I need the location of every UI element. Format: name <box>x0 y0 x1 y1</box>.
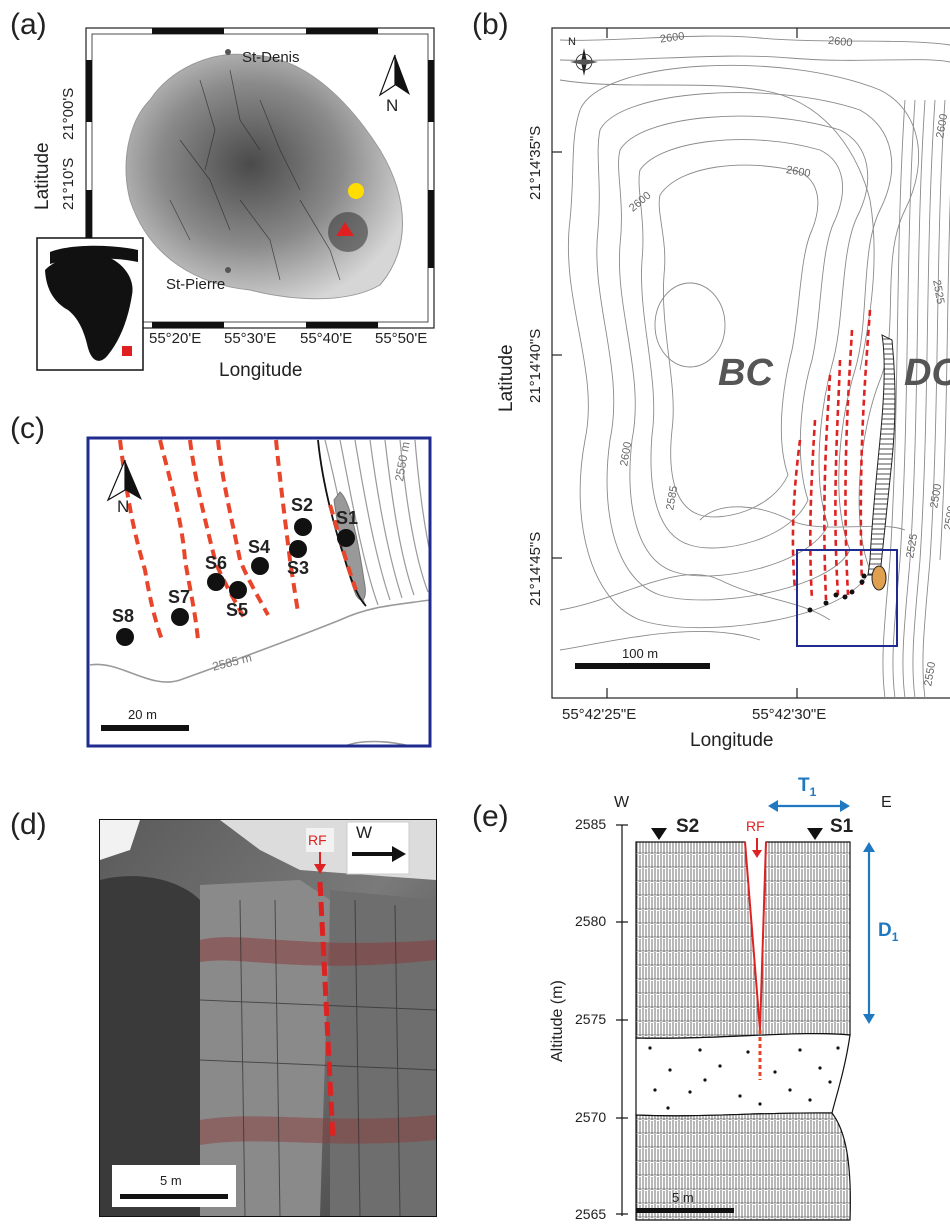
site-s3-label: S3 <box>287 558 310 578</box>
b-xtick-2: 55°42'30"E <box>752 706 827 723</box>
panel-a-label: (a) <box>10 8 47 41</box>
site-s4-marker <box>251 557 269 575</box>
lower-lava-layer <box>635 1112 851 1221</box>
d-rf-arrow-icon <box>314 864 326 874</box>
site-s3-marker <box>289 540 307 558</box>
site-s6-label: S6 <box>205 553 228 573</box>
panel-d-label: (d) <box>10 808 47 841</box>
e-y-axis-title: Altitude (m) <box>549 980 566 1062</box>
e-ytick-1: 2585 <box>575 816 607 832</box>
a-xtick-3: 55°40'E <box>300 330 353 347</box>
site-s2-marker <box>294 518 312 536</box>
e-ytick-5: 2565 <box>575 1206 607 1222</box>
e-west-label: W <box>614 794 630 811</box>
a-xtick-1: 55°20'E <box>149 330 202 347</box>
station-s1-label: S1 <box>830 816 854 837</box>
e-ytick-3: 2575 <box>575 1011 607 1027</box>
upper-lava-layer <box>635 841 851 1039</box>
panel-c-frame <box>86 436 432 748</box>
d-west-arrow-icon <box>392 846 406 862</box>
a-xtick-4: 55°50'E <box>375 330 428 347</box>
site-s2-label: S2 <box>291 495 314 515</box>
panel-e-label: (e) <box>472 800 509 833</box>
b-compass-label: N <box>568 36 576 48</box>
b-scale-label: 100 m <box>622 646 659 661</box>
region-label-dc: DC <box>904 352 950 394</box>
sample-points <box>116 518 355 646</box>
c-scale-bar <box>101 725 189 731</box>
station-s2-marker <box>651 828 667 840</box>
st-pierre-dot <box>225 267 231 273</box>
site-s1-label: S1 <box>336 508 359 528</box>
e-fracture-edge <box>744 841 761 1031</box>
north-label: N <box>386 96 399 115</box>
st-pierre-label: St-Pierre <box>166 276 226 293</box>
station-s2-label: S2 <box>676 816 700 837</box>
e-ytick-2: 2580 <box>575 913 607 929</box>
site-s1-marker <box>337 529 355 547</box>
d-scale-label: 5 m <box>160 1173 182 1188</box>
red-triangle-marker <box>336 222 354 236</box>
inset-location-marker <box>122 346 132 356</box>
site-s5-label: S5 <box>226 600 249 620</box>
st-denis-label: St-Denis <box>242 49 300 66</box>
africa-silhouette <box>45 254 133 361</box>
compass-rose-icon <box>570 48 598 76</box>
panel-c-label: (c) <box>10 412 45 445</box>
c-scale-label: 20 m <box>128 707 157 722</box>
d-rf-label: RF <box>308 832 327 848</box>
site-s4-label: S4 <box>248 537 271 557</box>
e-rf-label: RF <box>746 818 765 834</box>
panel-c-background <box>88 438 430 746</box>
e-rf-arrow-icon <box>752 850 762 858</box>
site-s8-label: S8 <box>112 606 135 626</box>
station-s1-marker <box>807 828 823 840</box>
fracture-lines <box>791 309 872 601</box>
b-xtick-1: 55°42'25"E <box>562 706 637 723</box>
t1-label: T1 <box>798 775 817 799</box>
c-north-label: N <box>117 497 130 516</box>
a-x-axis-title: Longitude <box>219 360 303 381</box>
middle-scoria-layer <box>635 1032 851 1117</box>
b-x-axis-title: Longitude <box>690 730 774 751</box>
d-fracture-line <box>317 881 336 1141</box>
e-scale-label: 5 m <box>672 1190 694 1205</box>
e-east-label: E <box>881 794 892 811</box>
d1-label: D1 <box>878 920 899 944</box>
st-denis-dot <box>225 49 231 55</box>
e-scale-bar <box>636 1208 734 1213</box>
d-scale-bar <box>120 1194 228 1199</box>
site-s6-marker <box>207 573 225 591</box>
b-scale-bar <box>575 663 710 669</box>
d-west-label: W <box>356 823 373 842</box>
panel-b-label: (b) <box>472 8 509 41</box>
site-s8-marker <box>116 628 134 646</box>
a-xtick-2: 55°30'E <box>224 330 277 347</box>
e-ytick-4: 2570 <box>575 1109 607 1125</box>
region-label-bc: BC <box>718 352 773 394</box>
site-s5-marker <box>229 581 247 599</box>
site-s7-marker <box>171 608 189 626</box>
inset-rectangle <box>796 549 898 647</box>
yellow-marker <box>348 183 364 199</box>
fissure-tip <box>871 565 887 591</box>
site-s7-label: S7 <box>168 587 191 607</box>
